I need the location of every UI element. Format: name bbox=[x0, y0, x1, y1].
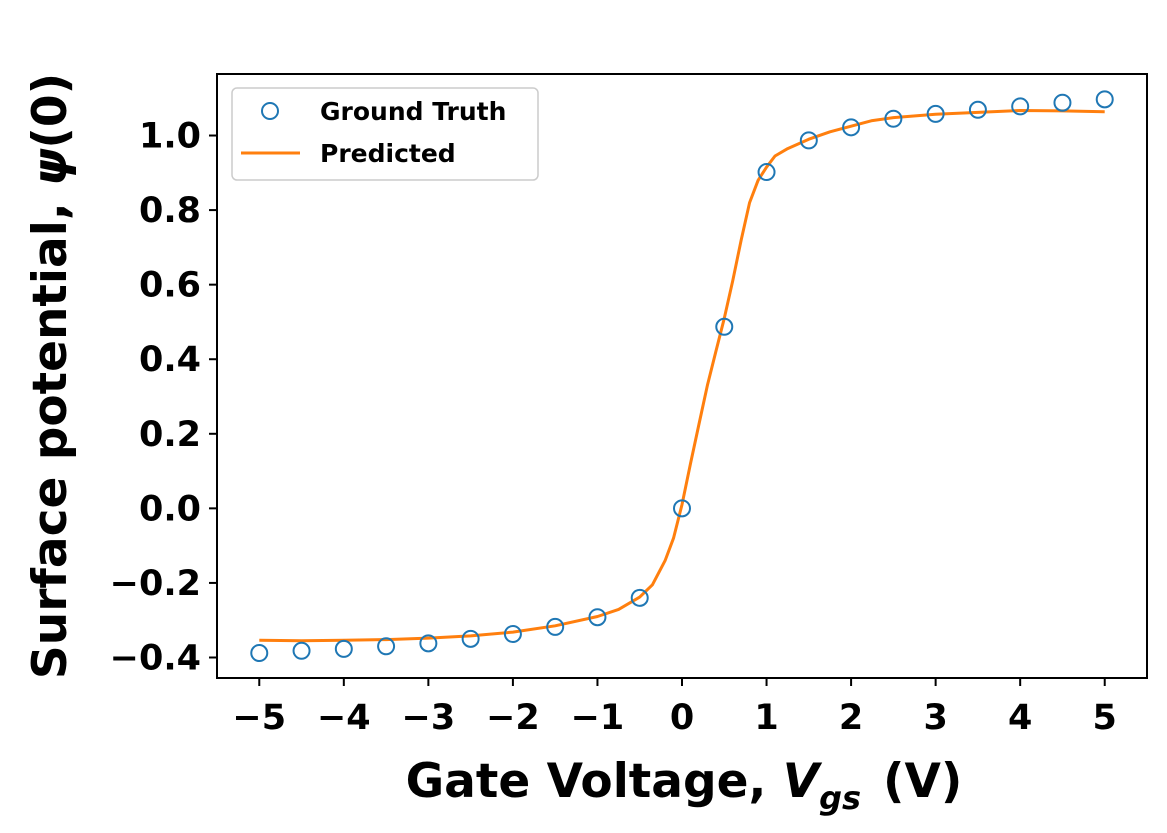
y-tick-label: 0.4 bbox=[139, 340, 201, 380]
x-tick-label: −2 bbox=[486, 698, 540, 738]
ground-truth-point bbox=[757, 163, 776, 182]
x-tick-label: 0 bbox=[670, 698, 694, 738]
ground-truth-point bbox=[630, 588, 649, 607]
ground-truth-point bbox=[377, 637, 396, 656]
ground-truth-point bbox=[799, 131, 818, 150]
y-tick-label: 1.0 bbox=[139, 117, 201, 157]
ground-truth-point bbox=[715, 317, 734, 336]
y-tick-label: 0.8 bbox=[139, 191, 201, 231]
y-tick-label: −0.4 bbox=[110, 638, 201, 678]
y-tick-label: −0.2 bbox=[110, 564, 201, 604]
y-tick-label: 0.2 bbox=[139, 415, 201, 455]
legend-box bbox=[231, 87, 539, 181]
legend-ground-truth-label: Ground Truth bbox=[320, 97, 506, 126]
x-tick-label: 1 bbox=[754, 698, 778, 738]
x-tick-label: −5 bbox=[232, 698, 286, 738]
ground-truth-point bbox=[546, 617, 565, 636]
legend: Ground Truth Predicted bbox=[231, 87, 539, 181]
ground-truth-point bbox=[503, 625, 522, 644]
series-layer bbox=[250, 90, 1114, 663]
ground-truth-point bbox=[334, 639, 353, 658]
x-tick-label: 4 bbox=[1008, 698, 1032, 738]
legend-predicted-label: Predicted bbox=[320, 139, 456, 168]
ground-truth-point bbox=[588, 608, 607, 627]
predicted-line bbox=[259, 109, 1105, 643]
x-tick-label: 3 bbox=[923, 698, 947, 738]
ground-truth-point bbox=[419, 634, 438, 653]
x-tick-label: 2 bbox=[839, 698, 863, 738]
x-tick-label: 5 bbox=[1093, 698, 1117, 738]
ground-truth-point bbox=[1095, 90, 1114, 109]
ground-truth-point bbox=[250, 644, 269, 663]
y-axis: −0.4 −0.2 0.0 0.2 0.4 0.6 0.8 1.0 bbox=[110, 117, 217, 678]
y-tick-label: 0.0 bbox=[139, 489, 201, 529]
x-axis: −5 −4 −3 −2 −1 0 1 2 3 4 5 bbox=[232, 678, 1117, 738]
x-tick-label: −3 bbox=[402, 698, 456, 738]
x-tick-label: −4 bbox=[317, 698, 371, 738]
ground-truth-point bbox=[461, 629, 480, 648]
ground-truth-point bbox=[884, 109, 903, 128]
y-tick-label: 0.6 bbox=[139, 266, 201, 306]
ground-truth-point bbox=[1011, 97, 1030, 116]
ground-truth-point bbox=[673, 499, 691, 518]
x-axis-title: Gate Voltage, Vgs (V) bbox=[406, 754, 963, 817]
y-axis-title: Surface potential, ψ(0) bbox=[23, 73, 78, 679]
x-tick-label: −1 bbox=[571, 698, 625, 738]
ground-truth-point bbox=[842, 118, 861, 137]
ground-truth-point bbox=[1053, 93, 1072, 112]
ground-truth-point bbox=[968, 100, 987, 119]
ground-truth-point bbox=[292, 641, 311, 660]
ground-truth-point bbox=[926, 104, 945, 123]
legend-ground-truth-marker bbox=[261, 102, 279, 120]
